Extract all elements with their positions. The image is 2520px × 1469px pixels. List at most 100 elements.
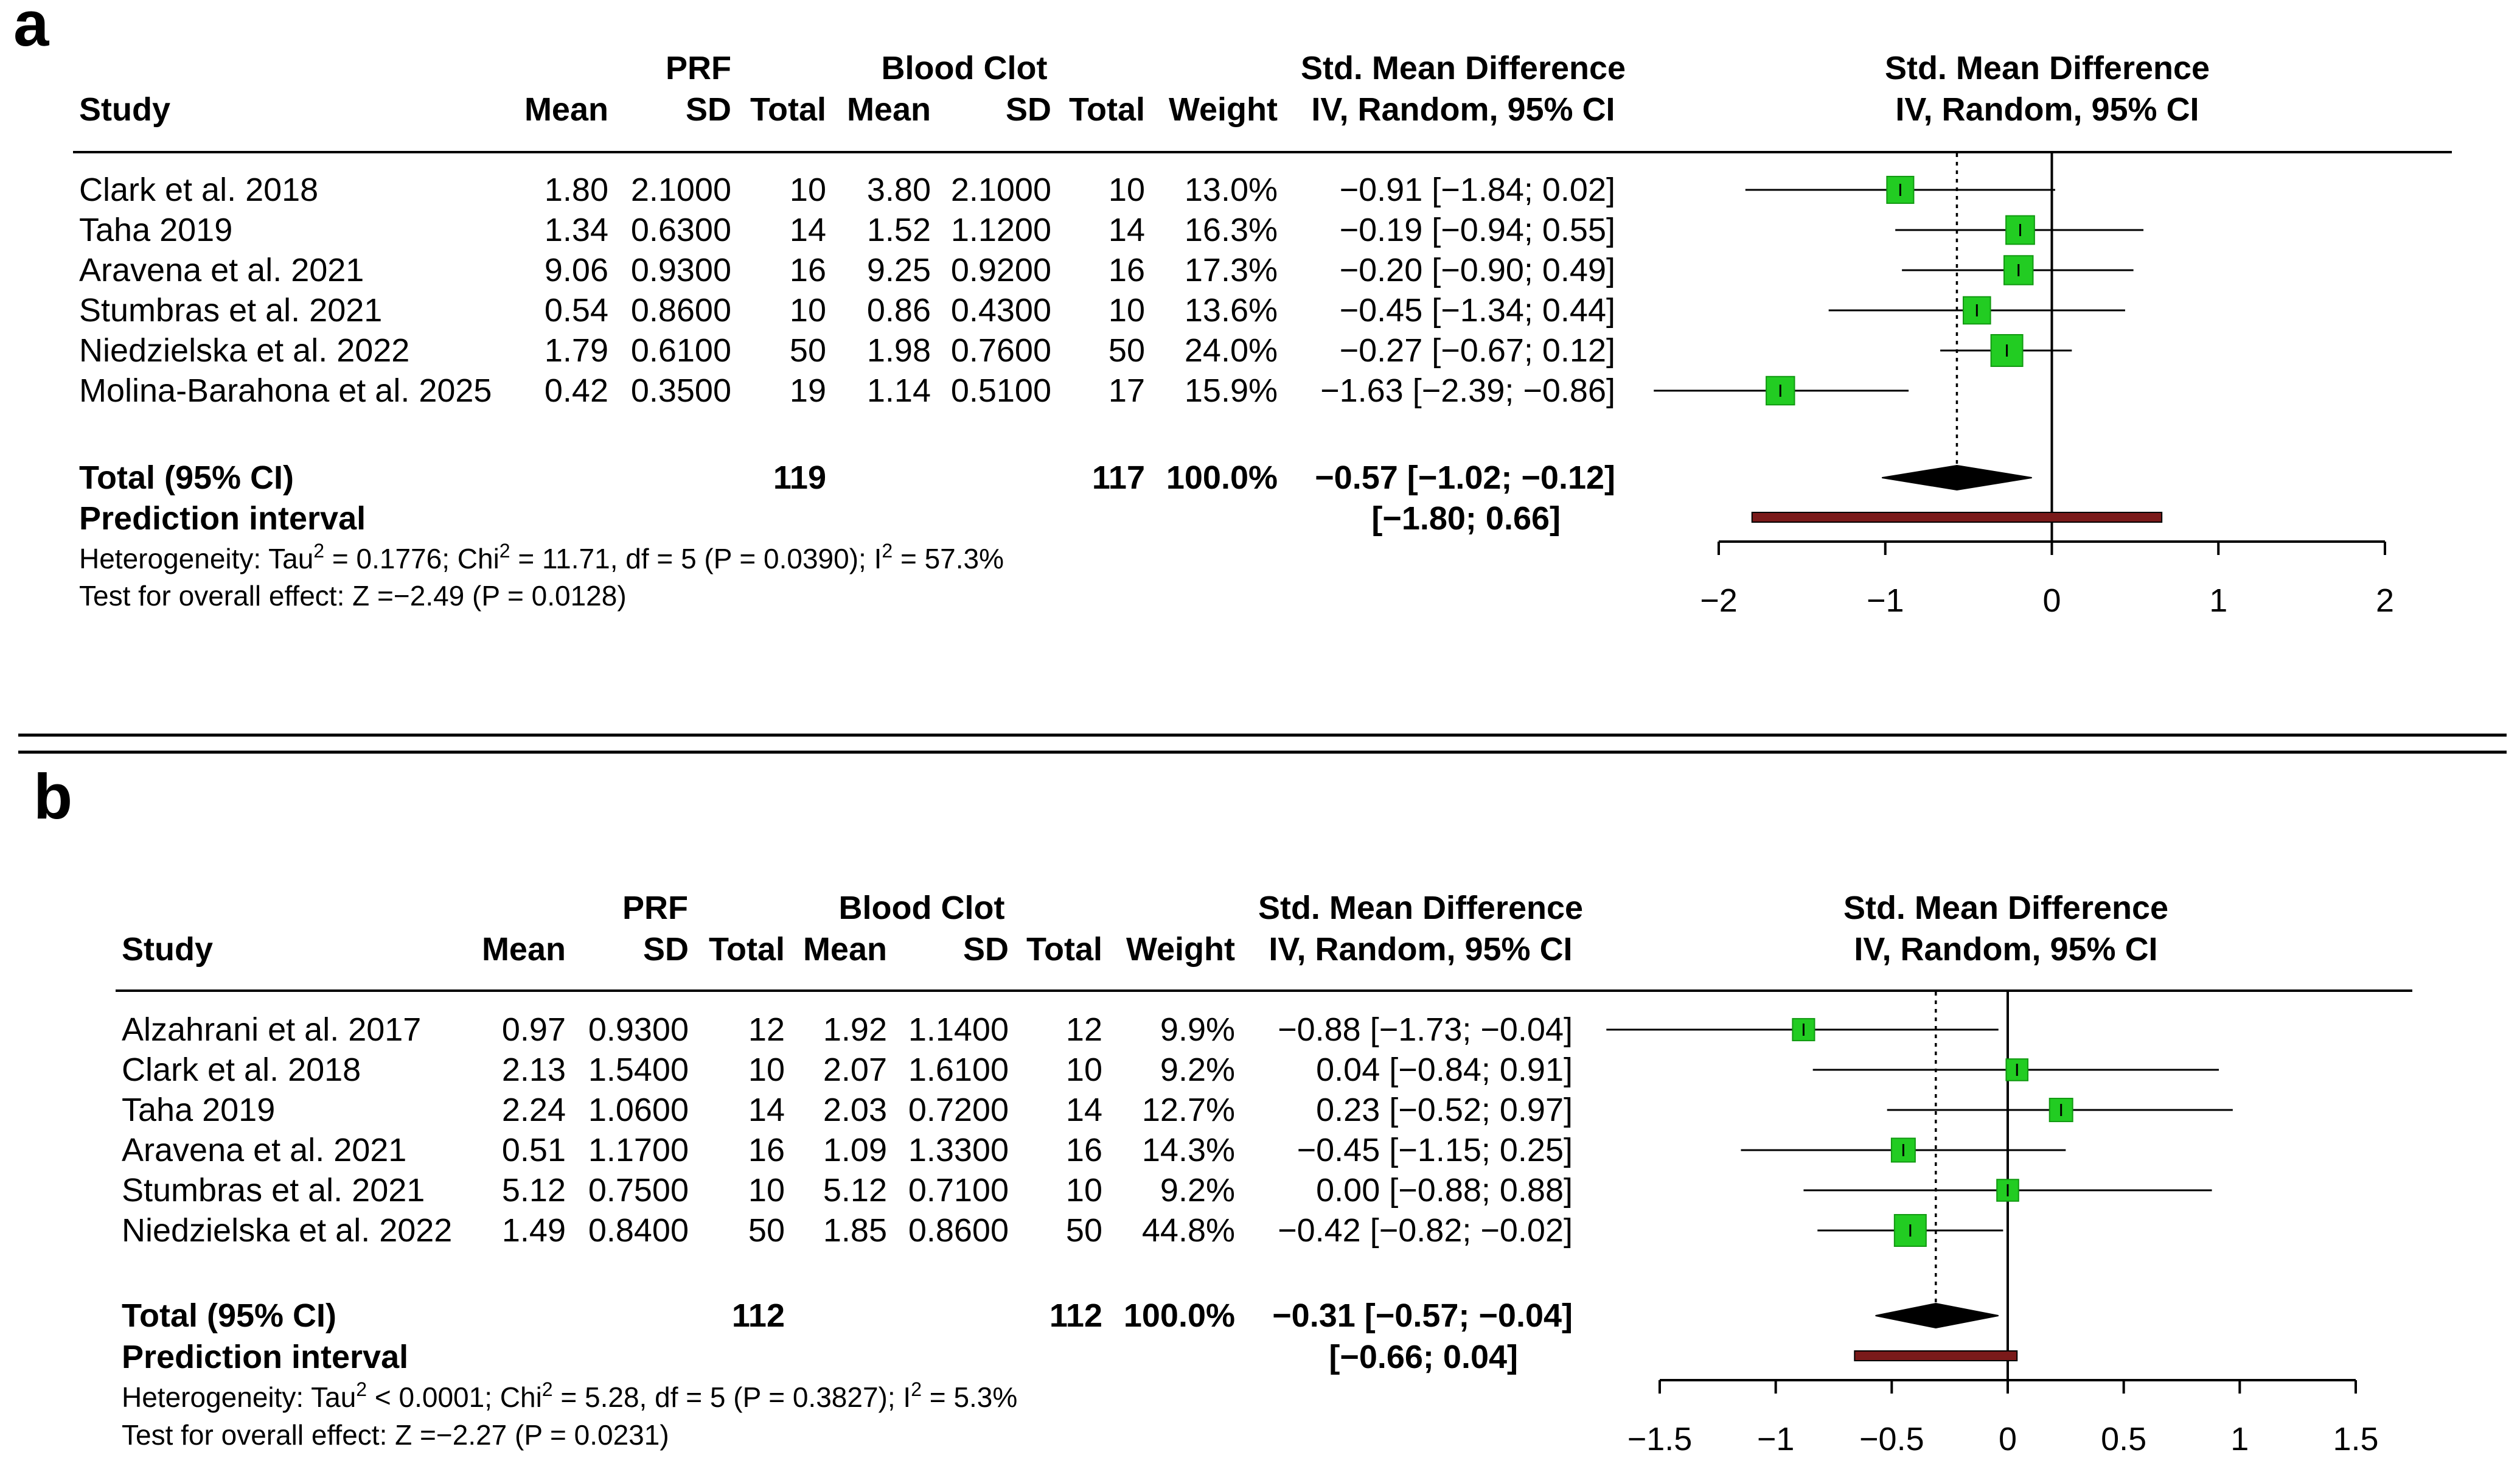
- study-ci: 0.00 [−0.88; 0.88]: [1316, 1172, 1573, 1209]
- heterogeneity-text: Heterogeneity: Tau2 < 0.0001; Chi2 = 5.2…: [122, 1378, 1017, 1413]
- clot-total: 10: [1109, 172, 1145, 208]
- prf-mean: 0.54: [545, 292, 608, 329]
- heterogeneity-part: = 5.28, df = 5 (P = 0.3827); I: [553, 1381, 911, 1413]
- prf-mean: 2.13: [502, 1052, 566, 1088]
- x-axis-tick-label: −2: [1700, 582, 1738, 619]
- study-ci: −0.20 [−0.90; 0.49]: [1340, 252, 1615, 288]
- study-name: Stumbras et al. 2021: [122, 1172, 425, 1209]
- prf-mean: 0.97: [502, 1011, 566, 1048]
- ci-column-subtitle: IV, Random, 95% CI: [1311, 91, 1615, 128]
- study-name: Clark et al. 2018: [122, 1052, 361, 1088]
- group2-header: Blood Clot: [882, 50, 1048, 86]
- clot-sd: 0.5100: [951, 372, 1051, 409]
- study-name: Clark et al. 2018: [79, 172, 318, 208]
- clot-mean: 1.98: [867, 332, 931, 369]
- clot-sd: 0.7600: [951, 332, 1051, 369]
- mean2-column-header: Mean: [803, 931, 887, 968]
- study-weight: 9.2%: [1160, 1052, 1235, 1088]
- clot-sd: 1.3300: [908, 1132, 1009, 1168]
- clot-total: 10: [1066, 1052, 1102, 1088]
- clot-sd: 1.1200: [951, 212, 1051, 248]
- prf-sd: 0.9300: [588, 1011, 689, 1048]
- sd2-column-header: SD: [1006, 91, 1051, 128]
- prf-mean: 1.34: [545, 212, 608, 248]
- x-axis-tick-label: 0: [2042, 582, 2061, 619]
- prf-grand-total: 119: [773, 459, 826, 496]
- clot-sd: 2.1000: [951, 172, 1051, 208]
- study-column-header: Study: [122, 931, 213, 968]
- weight-column-header: Weight: [1169, 91, 1278, 128]
- clot-total: 10: [1109, 292, 1145, 329]
- total-weight: 100.0%: [1124, 1297, 1235, 1334]
- x-axis-tick-label: 0: [1999, 1421, 2017, 1457]
- prf-sd: 0.3500: [631, 372, 731, 409]
- study-ci: −0.91 [−1.84; 0.02]: [1340, 172, 1615, 208]
- clot-sd: 0.4300: [951, 292, 1051, 329]
- heterogeneity-part: = 0.1776; Chi: [324, 543, 499, 574]
- x-axis-tick-label: −1: [1867, 582, 1904, 619]
- prf-sd: 1.1700: [588, 1132, 689, 1168]
- x-axis-tick-label: −1.5: [1627, 1421, 1693, 1457]
- prf-sd: 0.6100: [631, 332, 731, 369]
- weight-column-header: Weight: [1126, 931, 1235, 968]
- ci-column-title: Std. Mean Difference: [1301, 50, 1626, 86]
- panel-label: a: [13, 0, 50, 60]
- superscript: 2: [911, 1378, 922, 1400]
- prf-total: 14: [748, 1092, 785, 1128]
- prf-sd: 0.8600: [631, 292, 731, 329]
- x-axis-tick-label: 1.5: [2333, 1421, 2378, 1457]
- prf-total: 19: [790, 372, 826, 409]
- x-axis-tick-label: −0.5: [1859, 1421, 1924, 1457]
- clot-mean: 2.07: [823, 1052, 887, 1088]
- study-name: Molina-Barahona et al. 2025: [79, 372, 492, 409]
- study-ci: 0.04 [−0.84; 0.91]: [1316, 1052, 1573, 1088]
- total1-column-header: Total: [750, 91, 826, 128]
- prf-mean: 1.79: [545, 332, 608, 369]
- panel-label: b: [33, 761, 72, 832]
- study-ci: −0.27 [−0.67; 0.12]: [1340, 332, 1615, 369]
- prf-sd: 1.5400: [588, 1052, 689, 1088]
- clot-mean: 3.80: [867, 172, 931, 208]
- study-weight: 14.3%: [1142, 1132, 1235, 1168]
- sd2-column-header: SD: [963, 931, 1009, 968]
- study-ci: −0.45 [−1.34; 0.44]: [1340, 292, 1615, 329]
- total1-column-header: Total: [709, 931, 785, 968]
- prf-sd: 1.0600: [588, 1092, 689, 1128]
- clot-grand-total: 117: [1092, 459, 1145, 496]
- prediction-ci: [−1.80; 0.66]: [1371, 500, 1561, 537]
- overall-effect-test: Test for overall effect: Z =−2.49 (P = 0…: [79, 580, 627, 612]
- group1-header: PRF: [666, 50, 731, 86]
- study-weight: 17.3%: [1185, 252, 1278, 288]
- study-weight-square: [2048, 1098, 2073, 1122]
- mean1-column-header: Mean: [482, 931, 566, 968]
- prf-mean: 2.24: [502, 1092, 566, 1128]
- prf-sd: 0.9300: [631, 252, 731, 288]
- prf-total: 14: [790, 212, 826, 248]
- clot-total: 50: [1109, 332, 1145, 369]
- group2-header: Blood Clot: [839, 890, 1005, 926]
- study-weight: 9.2%: [1160, 1172, 1235, 1209]
- clot-sd: 0.7200: [908, 1092, 1009, 1128]
- clot-mean: 1.52: [867, 212, 931, 248]
- prf-sd: 0.8400: [588, 1212, 689, 1249]
- plot-title: Std. Mean Difference: [1885, 50, 2210, 86]
- heterogeneity-part: = 57.3%: [893, 543, 1004, 574]
- prf-total: 10: [790, 172, 826, 208]
- study-ci: −1.63 [−2.39; −0.86]: [1320, 372, 1615, 409]
- study-weight: 9.9%: [1160, 1011, 1235, 1048]
- superscript: 2: [542, 1378, 553, 1400]
- study-weight-square: [1792, 1017, 1815, 1042]
- total-label: Total (95% CI): [79, 459, 294, 496]
- superscript: 2: [313, 540, 324, 562]
- group1-header: PRF: [622, 890, 688, 926]
- study-weight: 15.9%: [1185, 372, 1278, 409]
- clot-sd: 1.1400: [908, 1011, 1009, 1048]
- sd1-column-header: SD: [686, 91, 731, 128]
- x-axis-tick-label: 0.5: [2101, 1421, 2146, 1457]
- clot-total: 14: [1066, 1092, 1102, 1128]
- clot-sd: 0.8600: [908, 1212, 1009, 1249]
- prf-mean: 0.51: [502, 1132, 566, 1168]
- x-axis-tick-label: 1: [2209, 582, 2227, 619]
- study-name: Taha 2019: [122, 1092, 275, 1128]
- clot-total: 10: [1066, 1172, 1102, 1209]
